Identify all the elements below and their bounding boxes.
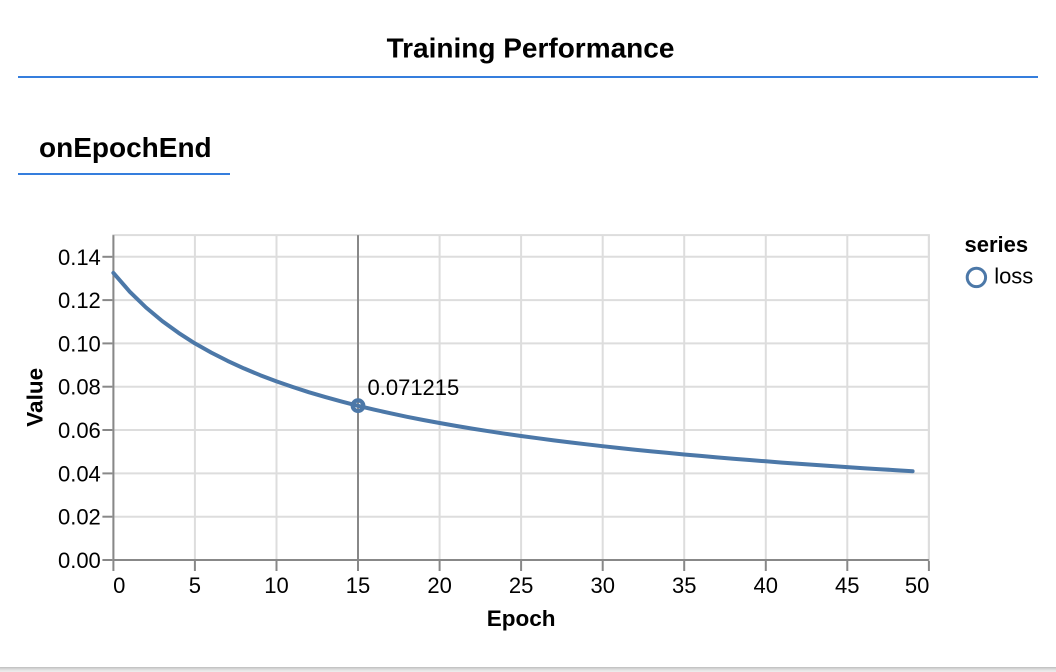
svg-text:50: 50 <box>905 573 929 598</box>
svg-text:0.08: 0.08 <box>58 375 101 400</box>
svg-text:25: 25 <box>509 573 533 598</box>
svg-text:20: 20 <box>427 573 451 598</box>
svg-text:40: 40 <box>754 573 778 598</box>
svg-text:0.00: 0.00 <box>58 548 101 573</box>
svg-text:onEpochEnd: onEpochEnd <box>39 132 212 163</box>
svg-text:Epoch: Epoch <box>487 606 556 631</box>
svg-text:Value: Value <box>23 368 48 427</box>
svg-text:10: 10 <box>264 573 288 598</box>
svg-text:0: 0 <box>113 573 125 598</box>
svg-text:35: 35 <box>672 573 696 598</box>
svg-text:0.10: 0.10 <box>58 331 101 356</box>
svg-text:5: 5 <box>189 573 201 598</box>
svg-text:0.14: 0.14 <box>58 245 101 270</box>
svg-text:15: 15 <box>346 573 370 598</box>
svg-text:0.04: 0.04 <box>58 461 101 486</box>
svg-text:45: 45 <box>835 573 859 598</box>
svg-text:0.071215: 0.071215 <box>368 375 460 400</box>
svg-text:series: series <box>965 232 1029 257</box>
svg-text:0.12: 0.12 <box>58 288 101 313</box>
svg-text:Training Performance: Training Performance <box>387 33 675 64</box>
svg-text:0.06: 0.06 <box>58 418 101 443</box>
svg-text:loss: loss <box>994 264 1033 289</box>
svg-text:30: 30 <box>590 573 614 598</box>
svg-text:0.02: 0.02 <box>58 505 101 530</box>
